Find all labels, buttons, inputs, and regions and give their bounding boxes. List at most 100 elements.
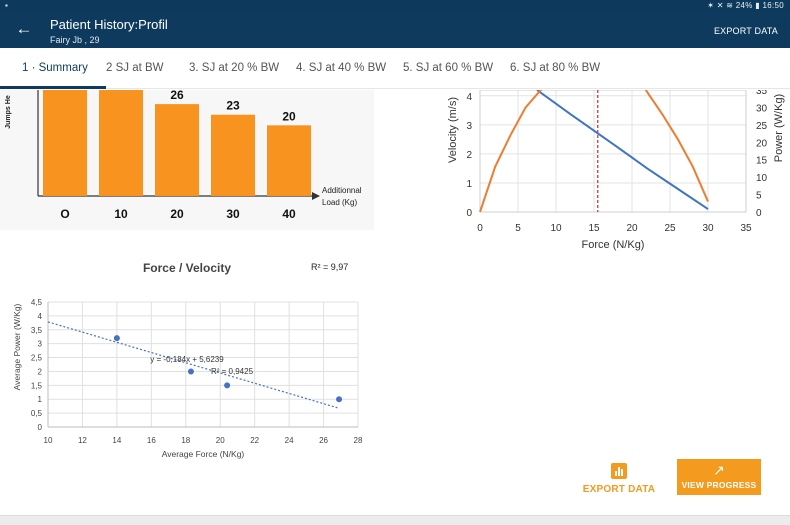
- x-axis-label: Force (N/Kg): [582, 239, 645, 251]
- x-tick-label: 40: [282, 207, 296, 221]
- x-tick-label: 35: [740, 223, 752, 234]
- x-tick-label: 20: [626, 223, 638, 234]
- x-tick-label: 14: [112, 436, 121, 445]
- x-tick-label: 20: [170, 207, 184, 221]
- y-tick-label: 3: [466, 121, 472, 132]
- y2-tick-label: 0: [756, 208, 762, 219]
- x-tick-label: 12: [78, 436, 87, 445]
- view-progress-button[interactable]: ↗ VIEW PROGRESS: [677, 459, 761, 495]
- scatter-point: [187, 368, 194, 375]
- app-bar: ← Patient History:Profil Fairy Jb , 29 E…: [0, 13, 790, 48]
- x-tick-label: 18: [181, 436, 190, 445]
- trendline-equation: y = -0,184x + 5,6239: [150, 355, 224, 364]
- jump-height-bar-chart: O 10 20 26 30 23 40 20 Jumps He Additionnal Load (…: [5, 90, 362, 221]
- tab-sj-bw[interactable]: 2 SJ at BW: [106, 62, 164, 74]
- scatter-title: Force / Velocity: [143, 261, 231, 275]
- trend-line: [47, 321, 338, 409]
- tab-sj-40[interactable]: 4. SJ at 40 % BW: [296, 62, 387, 74]
- y-tick-label: 0,5: [31, 409, 43, 418]
- status-bar: ▪ ✶ ✕ ≋ 24% ▮ 16:50: [0, 0, 790, 13]
- notification-icon: ▪: [5, 1, 8, 10]
- status-indicators: ✶ ✕ ≋ 24% ▮ 16:50: [707, 1, 784, 10]
- bottom-edge: [0, 515, 790, 525]
- x-tick-label: 25: [664, 223, 676, 234]
- bar: [211, 114, 255, 196]
- arrow-left-icon[interactable]: ←: [15, 19, 33, 38]
- bar: [155, 104, 199, 196]
- scatter-point: [113, 335, 120, 342]
- y2-tick-label: 20: [756, 138, 768, 149]
- force-velocity-scatter-chart: 10 12 14 16 18 20 22 24 26 28 0 0,5 1 1,5 2 2,5 3 3,5 4 4,5…: [12, 261, 363, 459]
- r2-label: R² = 9,97: [311, 262, 348, 272]
- x-axis-label: Average Force (N/Kg): [162, 449, 245, 459]
- x-axis-label-line2: Load (Kg): [322, 198, 357, 207]
- tab-sj-80[interactable]: 6. SJ at 80 % BW: [510, 62, 601, 74]
- y-tick-label: 3,5: [31, 326, 43, 335]
- bar: [99, 90, 143, 196]
- tab-sj-20[interactable]: 3. SJ at 20 % BW: [189, 62, 280, 74]
- scatter-point: [336, 396, 343, 403]
- bar-data-label: 26: [170, 90, 184, 102]
- y2-tick-label: 25: [756, 121, 768, 132]
- y-axis-label: Velocity (m/s): [447, 97, 459, 163]
- x-axis-arrow: [312, 192, 320, 200]
- y-tick-label: 1: [38, 395, 43, 404]
- y-tick-label: 4: [38, 312, 43, 321]
- x-tick-label: O: [60, 207, 69, 221]
- tab-summary[interactable]: 1 · Summary: [22, 62, 88, 74]
- export-data-button[interactable]: EXPORT DATA: [578, 460, 660, 498]
- y-tick-label: 3: [38, 340, 43, 349]
- bar: [43, 90, 87, 196]
- y-tick-label: 4,5: [31, 298, 43, 307]
- y-tick-label: 4: [466, 92, 472, 103]
- force-velocity-power-chart: 0 5 10 15 20 25 30 35 0 1 2 3 4 0 5 10 15 20 25 30 35 Force (…: [447, 90, 785, 251]
- x-axis-label-line1: Additionnal: [322, 186, 362, 195]
- x-tick-label: 10: [114, 207, 128, 221]
- x-tick-label: 26: [319, 436, 328, 445]
- y-tick-label: 2: [38, 367, 43, 376]
- y2-tick-label: 30: [756, 103, 768, 114]
- y2-tick-label: 15: [756, 156, 768, 167]
- x-tick-label: 20: [216, 436, 225, 445]
- page-title: Patient History:Profil: [50, 17, 168, 32]
- bar: [267, 125, 311, 196]
- y2-axis-label: Power (W/Kg): [773, 94, 785, 162]
- y-tick-label: 1,5: [31, 381, 43, 390]
- x-tick-label: 28: [354, 436, 363, 445]
- y-tick-label: 1: [466, 179, 472, 190]
- trendline-r2: R² = 0,9425: [211, 367, 254, 376]
- y-axis-label: Jumps He: [5, 95, 12, 129]
- tab-sj-60[interactable]: 5. SJ at 60 % BW: [403, 62, 494, 74]
- y-axis-label: Average Power (W/Kg): [12, 303, 22, 390]
- x-tick-label: 10: [44, 436, 53, 445]
- bar-chart-icon: [611, 463, 627, 479]
- export-data-label: EXPORT DATA: [582, 484, 656, 495]
- y-tick-label: 2: [466, 150, 472, 161]
- y-tick-label: 0: [466, 208, 472, 219]
- y2-tick-label: 10: [756, 173, 768, 184]
- y2-tick-label: 5: [756, 191, 762, 202]
- x-tick-label: 15: [588, 223, 600, 234]
- x-tick-label: 22: [250, 436, 259, 445]
- patient-subtitle: Fairy Jb , 29: [50, 35, 100, 45]
- y-tick-label: 2,5: [31, 354, 43, 363]
- plot-frame: [479, 90, 747, 213]
- power-series-line: [479, 90, 709, 213]
- x-tick-label: 30: [702, 223, 714, 234]
- x-tick-label: 30: [226, 207, 240, 221]
- active-tab-indicator: [0, 86, 106, 89]
- bar-chart-panel: O 10 20 26 30 23 40 20 Jumps He Additionnal Load (…: [0, 90, 374, 230]
- tab-bar: 1 · Summary 2 SJ at BW 3. SJ at 20 % BW …: [0, 48, 790, 89]
- y-tick-label: 0: [38, 423, 43, 432]
- bar-data-label: 23: [226, 99, 240, 113]
- x-tick-label: 10: [550, 223, 562, 234]
- scatter-point: [224, 382, 231, 389]
- x-tick-label: 24: [285, 436, 294, 445]
- y2-tick-label: 35: [756, 90, 768, 97]
- trending-up-icon: ↗: [713, 462, 725, 478]
- export-data-top-button[interactable]: EXPORT DATA: [713, 26, 778, 36]
- velocity-series-line: [536, 90, 709, 210]
- x-tick-label: 16: [147, 436, 156, 445]
- x-tick-label: 0: [477, 223, 483, 234]
- bar-data-label: 20: [282, 109, 296, 123]
